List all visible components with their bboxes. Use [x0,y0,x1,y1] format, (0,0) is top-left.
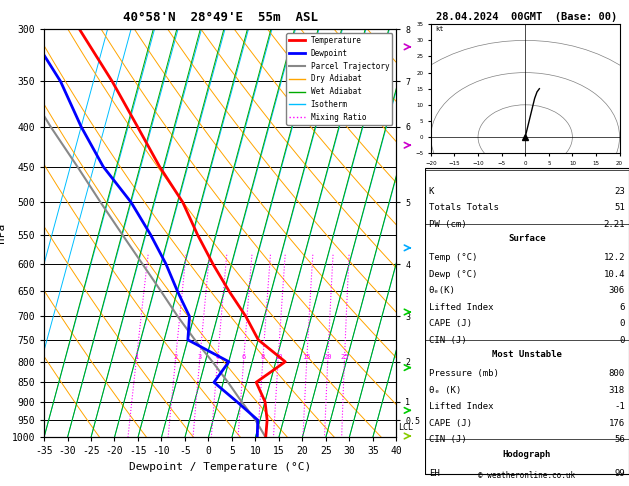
Text: 12.2: 12.2 [603,253,625,262]
Text: 176: 176 [609,419,625,428]
Text: 56: 56 [614,435,625,445]
Text: 318: 318 [609,386,625,395]
Text: 51: 51 [614,203,625,212]
Text: 800: 800 [609,369,625,379]
Text: Totals Totals: Totals Totals [429,203,499,212]
Text: 28.04.2024  00GMT  (Base: 00): 28.04.2024 00GMT (Base: 00) [436,12,618,22]
Text: CIN (J): CIN (J) [429,336,466,345]
Text: Temp (°C): Temp (°C) [429,253,477,262]
Text: Surface: Surface [508,234,545,243]
Text: 6: 6 [620,303,625,312]
Text: EH: EH [429,469,440,478]
Text: kt: kt [435,26,444,32]
Text: 23: 23 [614,187,625,196]
Text: 306: 306 [609,286,625,295]
Text: Lifted Index: Lifted Index [429,402,493,412]
Text: 2.21: 2.21 [603,220,625,229]
Text: Hodograph: Hodograph [503,450,551,459]
Text: LCL: LCL [398,422,413,432]
Text: 8: 8 [261,354,265,360]
Text: 3: 3 [198,354,202,360]
Text: CAPE (J): CAPE (J) [429,419,472,428]
Text: Mixing Ratio (g/kg): Mixing Ratio (g/kg) [438,186,447,281]
Y-axis label: km
ASL: km ASL [426,225,447,242]
Text: -1: -1 [614,402,625,412]
Text: 10.4: 10.4 [603,270,625,279]
Text: Dewp (°C): Dewp (°C) [429,270,477,279]
Text: CIN (J): CIN (J) [429,435,466,445]
Text: 25: 25 [340,354,348,360]
Text: 20: 20 [323,354,332,360]
Text: Most Unstable: Most Unstable [492,350,562,360]
Text: Lifted Index: Lifted Index [429,303,493,312]
Text: θₑ (K): θₑ (K) [429,386,461,395]
Text: 4: 4 [216,354,220,360]
X-axis label: Dewpoint / Temperature (°C): Dewpoint / Temperature (°C) [129,462,311,472]
Text: K: K [429,187,434,196]
Text: 0: 0 [620,319,625,329]
Text: θₑ(K): θₑ(K) [429,286,455,295]
Legend: Temperature, Dewpoint, Parcel Trajectory, Dry Adiabat, Wet Adiabat, Isotherm, Mi: Temperature, Dewpoint, Parcel Trajectory… [286,33,392,125]
Title: 40°58'N  28°49'E  55m  ASL: 40°58'N 28°49'E 55m ASL [123,11,318,24]
Text: 2: 2 [174,354,177,360]
Text: 0: 0 [620,336,625,345]
Text: 10: 10 [274,354,282,360]
Text: CAPE (J): CAPE (J) [429,319,472,329]
Text: 15: 15 [303,354,311,360]
Text: 99: 99 [614,469,625,478]
Text: 6: 6 [242,354,246,360]
Text: Pressure (mb): Pressure (mb) [429,369,499,379]
Text: PW (cm): PW (cm) [429,220,466,229]
Text: © weatheronline.co.uk: © weatheronline.co.uk [478,471,576,480]
FancyBboxPatch shape [425,168,629,474]
Y-axis label: hPa: hPa [0,223,6,243]
Text: 1: 1 [134,354,138,360]
